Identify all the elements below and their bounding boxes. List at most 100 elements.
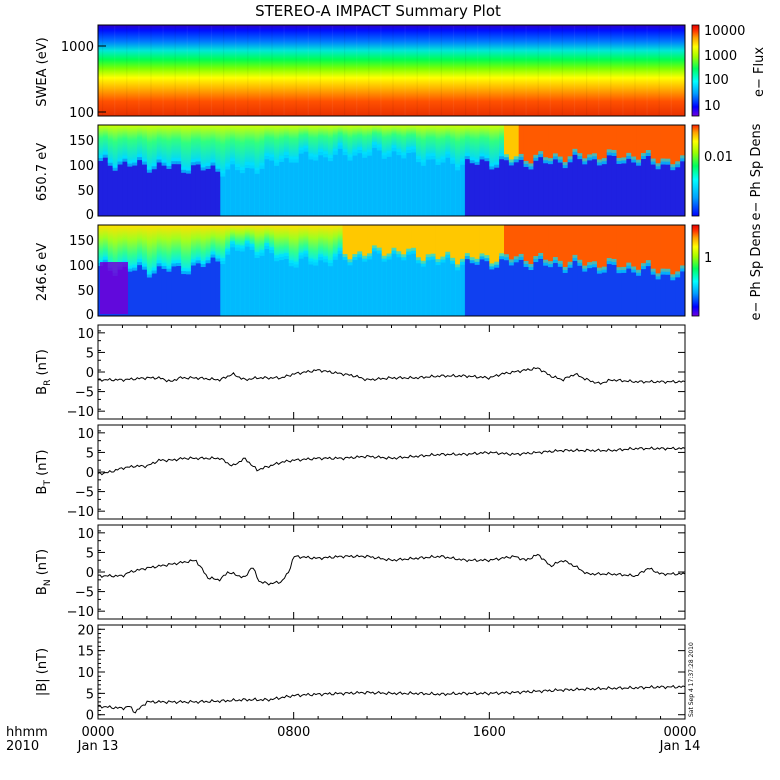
pad246-ylabel: 246.6 eV	[35, 243, 50, 301]
pad-column-high	[601, 225, 608, 270]
pad-column-edge	[650, 158, 657, 165]
pad-column-high	[166, 225, 172, 269]
pad-column-high	[283, 125, 290, 156]
pad-column-edge	[166, 162, 172, 169]
pad-column-edge	[650, 268, 657, 275]
bt-trace	[97, 446, 686, 476]
pad-column-high	[415, 125, 422, 160]
pad-column-high	[327, 125, 334, 159]
bn-trace	[97, 553, 686, 586]
swea-streak	[247, 26, 249, 115]
pad-column-low	[396, 152, 402, 216]
pad-column-low	[171, 161, 177, 216]
pad-column-edge	[259, 162, 265, 169]
pad-column-low	[572, 257, 578, 316]
pad-column-low	[142, 266, 148, 316]
pad-column-low	[543, 160, 549, 216]
pad-column-high	[161, 125, 167, 163]
pad-column-high	[347, 125, 353, 158]
pad-column-low	[523, 163, 529, 216]
br-frame	[97, 324, 686, 420]
pad650-colorbar-label: e− Ph Sp Dens	[749, 123, 764, 220]
pad-column-low	[323, 154, 329, 216]
pad-column-high	[675, 125, 681, 165]
pad-column-edge	[611, 149, 617, 156]
pad-column-high	[484, 225, 490, 259]
pad-column-high	[533, 225, 539, 260]
pad-column-edge	[249, 243, 255, 250]
swea-streak	[634, 26, 636, 115]
pad-column-low	[538, 255, 544, 316]
pad-column-edge	[146, 166, 153, 173]
bt-ytick-label: 0	[86, 466, 94, 481]
pad-column-low	[640, 266, 647, 316]
pad-column-high	[601, 125, 608, 162]
pad-column-edge	[176, 158, 182, 165]
pad-column-high	[122, 125, 128, 159]
pad-column-edge	[293, 156, 299, 163]
pad-column-high	[371, 225, 378, 249]
pad-column-edge	[572, 148, 578, 155]
pad-column-high	[596, 125, 603, 163]
pad-column-high	[572, 125, 578, 152]
pad-column-high	[362, 225, 368, 259]
pad-column-high	[675, 225, 681, 275]
pad-column-edge	[220, 258, 226, 265]
pad-column-low	[298, 150, 304, 216]
pad-column-low	[435, 262, 441, 316]
pad-column-low	[220, 261, 226, 316]
pad-column-low	[626, 265, 632, 316]
bn-ylabel-unit: (nT)	[35, 549, 50, 579]
pad-column-low	[504, 257, 510, 316]
pad-column-low	[459, 261, 466, 316]
pad-column-high	[293, 225, 299, 265]
pad-column-high	[215, 225, 221, 259]
pad-column-high	[220, 125, 226, 174]
pad-column-high	[137, 225, 143, 263]
pad-column-low	[186, 271, 192, 316]
pad-column-high	[225, 125, 231, 167]
pad-column-high	[327, 225, 334, 264]
pad-column-high	[210, 125, 216, 163]
pad-column-edge	[582, 265, 588, 272]
pad-column-high	[269, 125, 275, 158]
br-ylabel-unit: (nT)	[35, 349, 50, 379]
pad-column-low	[303, 148, 309, 216]
pad-column-low	[146, 274, 153, 316]
pad-column-edge	[508, 259, 515, 266]
pad-column-low	[234, 247, 241, 316]
pad-column-edge	[665, 268, 671, 275]
time-axis: hhmm 2010 0000 0800 1600 0000 Jan 13 Jan…	[6, 725, 700, 754]
pad-column-edge	[606, 149, 613, 156]
pad-column-edge	[680, 155, 686, 162]
panel-bt: 10 5 0 −5 −10 BT (nT)	[35, 424, 686, 520]
pad-column-low	[220, 173, 226, 216]
pad-column-edge	[420, 159, 427, 166]
pad-column-edge	[171, 158, 177, 165]
pad-column-edge	[411, 146, 417, 153]
pad-column-low	[308, 261, 314, 316]
pad-column-edge	[132, 264, 138, 271]
pad-column-edge	[572, 254, 578, 261]
swea-streak	[223, 26, 225, 115]
pad-column-low	[357, 150, 363, 216]
pad-column-low	[386, 153, 392, 216]
bn-ytick-label: 10	[77, 527, 94, 542]
pad-column-low	[528, 267, 534, 316]
pad-column-low	[337, 145, 343, 216]
pad-column-high	[557, 125, 564, 160]
pad-column-high	[181, 225, 187, 272]
pad-column-high	[445, 225, 451, 255]
panel-bmag: 20 15 10 5 0 |B| (nT)	[35, 623, 686, 724]
pad-column-edge	[210, 251, 216, 258]
pad-column-low	[636, 272, 642, 316]
pad-column-high	[415, 225, 422, 261]
pad-column-low	[230, 161, 236, 216]
pad-column-high	[523, 125, 529, 164]
pad-column-high	[308, 125, 314, 157]
panel-swea: 1000 100 SWEA (eV) 10000 1000 100 10 e− …	[35, 24, 767, 121]
swea-streak	[368, 26, 370, 115]
time-tick-0800: 0800	[277, 725, 310, 740]
pad-column-edge	[186, 268, 192, 275]
pad-column-edge	[386, 150, 392, 157]
